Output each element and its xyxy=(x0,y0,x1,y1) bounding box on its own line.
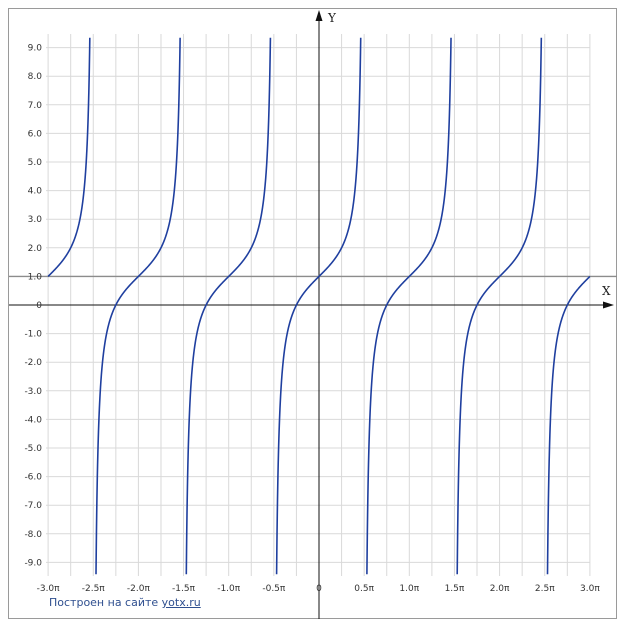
x-tick-label: -0.5π xyxy=(262,584,286,594)
y-tick-label: 1.0 xyxy=(28,272,43,282)
curve-branch xyxy=(546,275,591,575)
curve-branch xyxy=(456,37,543,575)
y-tick-label: -4.0 xyxy=(24,415,42,425)
y-tick-label: -5.0 xyxy=(24,444,42,454)
y-tick-label: -2.0 xyxy=(24,358,42,368)
curve-branch xyxy=(366,37,452,575)
curve-branch xyxy=(275,37,362,575)
y-axis-label: Y xyxy=(327,11,337,25)
y-tick-label: 9.0 xyxy=(28,44,43,54)
y-tick-label: -7.0 xyxy=(24,501,42,511)
y-tick-label: 0 xyxy=(36,301,42,311)
curve-layer xyxy=(47,37,591,575)
curve-branch xyxy=(185,37,272,575)
x-tick-label: 3.0π xyxy=(580,584,600,594)
y-tick-label: 5.0 xyxy=(28,158,43,168)
y-axis-arrow xyxy=(315,10,323,21)
x-tick-label: 2.5π xyxy=(535,584,555,594)
chart-frame xyxy=(8,8,617,619)
credit-link[interactable]: yotx.ru xyxy=(161,596,201,609)
credit-line: Построен на сайте yotx.ru xyxy=(49,596,201,609)
x-axis-arrow xyxy=(603,301,614,309)
y-tick-label: -3.0 xyxy=(24,387,42,397)
y-tick-label: 4.0 xyxy=(28,187,43,197)
y-tick-label: 2.0 xyxy=(28,244,43,254)
axes-layer xyxy=(9,10,614,619)
x-axis-label: X xyxy=(602,284,611,298)
x-tick-label: -1.0π xyxy=(217,584,241,594)
y-tick-label: -8.0 xyxy=(24,530,42,540)
y-tick-label: -1.0 xyxy=(24,330,42,340)
x-tick-label: 0 xyxy=(316,584,322,594)
y-tick-label: 8.0 xyxy=(28,72,43,82)
x-tick-label: -3.0π xyxy=(37,584,61,594)
y-tick-label: 3.0 xyxy=(28,215,43,225)
curve-branch xyxy=(95,37,181,575)
x-tick-label: 1.0π xyxy=(399,584,419,594)
y-tick-label: 7.0 xyxy=(28,101,43,111)
y-tick-label: 6.0 xyxy=(28,129,43,139)
y-tick-label: -9.0 xyxy=(24,558,42,568)
x-tick-label: -1.5π xyxy=(172,584,196,594)
x-tick-label: 2.0π xyxy=(490,584,510,594)
curve-branch xyxy=(47,37,91,277)
x-tick-label: -2.0π xyxy=(127,584,151,594)
credit-text: Построен на сайте xyxy=(49,596,159,609)
x-tick-label: 0.5π xyxy=(354,584,374,594)
y-tick-label: -6.0 xyxy=(24,473,42,483)
tick-label-layer: X Y 9.0 8.0 7.0 6.0 5.0 4.0 3.0 2.0 1.0 0 -1.0 -2.0 -3… xyxy=(24,11,611,594)
x-tick-label: -2.5π xyxy=(82,584,106,594)
x-tick-label: 1.5π xyxy=(445,584,465,594)
